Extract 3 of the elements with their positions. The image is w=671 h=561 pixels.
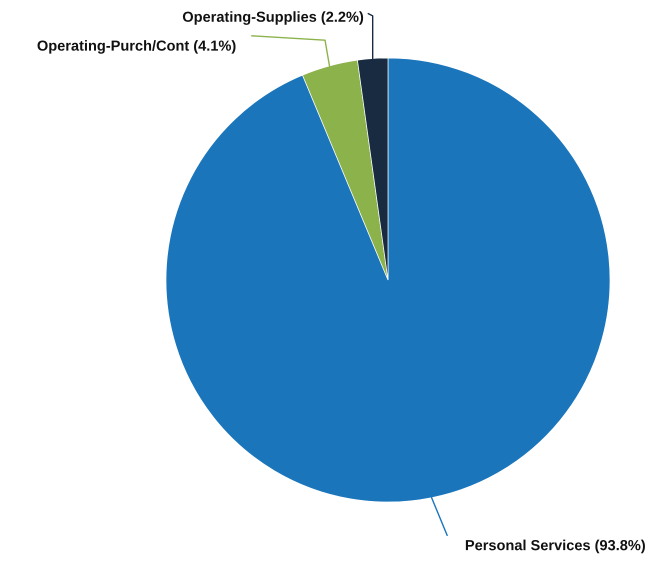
slice-label: Personal Services (93.8%) bbox=[466, 540, 645, 554]
slice-label: Operating-Supplies (2.2%) bbox=[182, 11, 364, 25]
slice-label: Operating-Purch/Cont (4.1%) bbox=[38, 40, 236, 54]
